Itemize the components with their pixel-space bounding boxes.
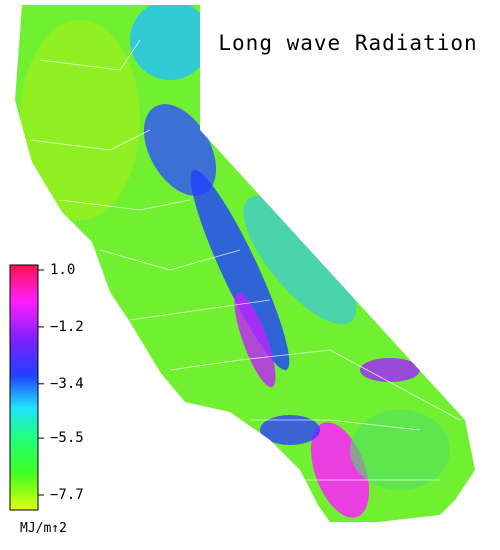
legend-tick-label: −1.2 — [50, 319, 84, 335]
map-title: Long wave Radiation — [218, 31, 477, 55]
legend-tick-label: −3.4 — [50, 376, 84, 392]
color-bar — [9, 264, 39, 511]
legend-tick-label: 1.0 — [50, 262, 75, 278]
color-legend: 1.0 −1.2 −3.4 −5.5 −7.7 — [9, 262, 84, 511]
legend-tick-label: −5.5 — [50, 430, 84, 446]
legend-unit: MJ/m↑2 — [20, 521, 67, 536]
legend-tick-label: −7.7 — [50, 487, 84, 503]
